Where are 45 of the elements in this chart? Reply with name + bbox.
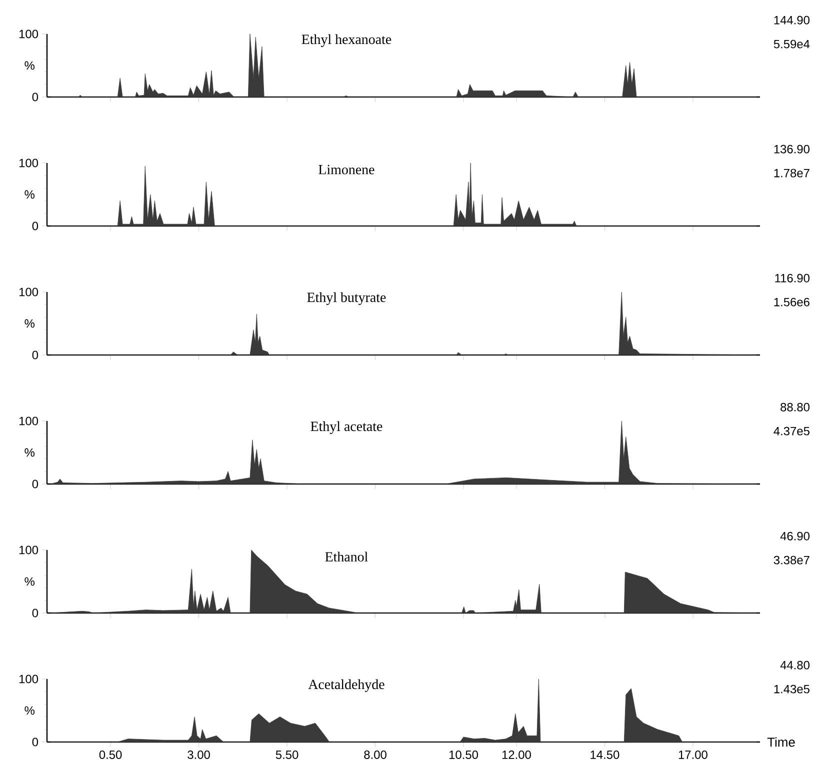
x-tick-label: 10.50 xyxy=(449,750,478,759)
x-axis-title: Time xyxy=(767,737,795,747)
text: 4.37e5 xyxy=(774,426,810,436)
text: 1.78e7 xyxy=(774,168,810,178)
y-tick-label: 0 xyxy=(32,480,38,488)
x-tick-label: 5.50 xyxy=(276,750,298,759)
y-axis-title: % xyxy=(24,448,34,457)
text: 1.43e5 xyxy=(774,684,810,694)
x-tick-label: 0.50 xyxy=(99,750,122,759)
text: 144.90 xyxy=(774,16,810,24)
y-tick-label: 100 xyxy=(19,158,38,168)
y-tick-label: 100 xyxy=(19,674,38,684)
y-axis-title: % xyxy=(24,190,34,199)
text: 1.56e6 xyxy=(774,298,810,306)
y-axis-title: % xyxy=(24,61,34,70)
y-tick-label: 100 xyxy=(19,30,38,38)
chart-title: Ethyl acetate xyxy=(310,421,382,434)
text: 5.59e4 xyxy=(774,40,810,48)
chart-title: Acetaldehyde xyxy=(308,679,384,692)
y-tick-label: 0 xyxy=(32,608,38,618)
x-tick-label: 17.00 xyxy=(678,750,708,759)
y-tick-label: 0 xyxy=(32,222,38,230)
y-tick-label: 100 xyxy=(19,546,38,554)
chart-title: Ethyl butyrate xyxy=(307,292,386,305)
x-tick-label: 12.00 xyxy=(502,750,531,759)
y-tick-label: 100 xyxy=(19,416,38,426)
y-tick-label: 0 xyxy=(32,350,38,360)
text: 44.80 xyxy=(780,660,810,670)
text: 3.38e7 xyxy=(774,556,810,564)
y-tick-label: 0 xyxy=(32,92,38,102)
x-tick-label: 8.00 xyxy=(364,750,386,759)
text: 88.80 xyxy=(780,402,810,412)
y-axis-title: % xyxy=(24,577,34,586)
y-tick-label: 100 xyxy=(19,288,38,296)
text: 46.90 xyxy=(780,532,810,540)
y-axis-title: % xyxy=(24,706,34,715)
y-tick-label: 0 xyxy=(32,738,38,746)
x-tick-label: 14.50 xyxy=(590,750,620,759)
chart-title: Limonene xyxy=(318,164,374,174)
text: 136.90 xyxy=(774,144,810,154)
x-tick-label: 3.00 xyxy=(188,750,210,759)
text: 116.90 xyxy=(775,274,810,282)
y-axis-title: % xyxy=(24,319,34,328)
chart-title: Ethyl hexanoate xyxy=(302,34,392,47)
chart-title: Ethanol xyxy=(325,552,368,562)
